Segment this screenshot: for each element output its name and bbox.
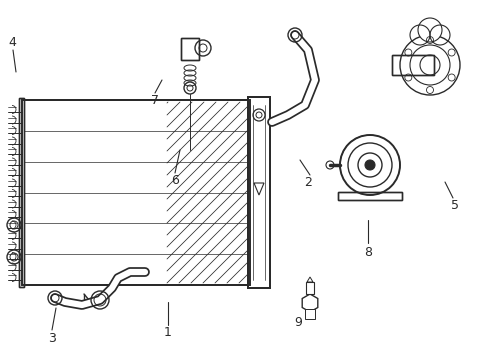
Text: 7: 7: [151, 94, 159, 107]
Bar: [338, 192, 402, 200]
Circle shape: [418, 18, 442, 42]
Bar: [248, 97, 270, 288]
Bar: [248, 97, 270, 288]
Bar: [306, 282, 314, 294]
Bar: [22, 100, 250, 285]
Bar: [19, 98, 24, 287]
Text: 5: 5: [451, 198, 459, 212]
Text: 8: 8: [364, 246, 372, 258]
Polygon shape: [302, 294, 318, 312]
Text: 2: 2: [304, 176, 312, 189]
Text: 1: 1: [164, 325, 172, 338]
Bar: [392, 55, 434, 75]
Text: 6: 6: [171, 174, 179, 186]
Bar: [305, 309, 315, 319]
Polygon shape: [307, 277, 313, 282]
Bar: [392, 55, 434, 75]
Bar: [19, 98, 24, 287]
Text: 9: 9: [294, 315, 302, 328]
Bar: [181, 38, 199, 60]
Bar: [338, 192, 402, 200]
Bar: [181, 38, 199, 60]
Text: 3: 3: [48, 332, 56, 345]
Circle shape: [365, 160, 375, 170]
Bar: [22, 100, 250, 285]
Text: 4: 4: [8, 36, 16, 49]
